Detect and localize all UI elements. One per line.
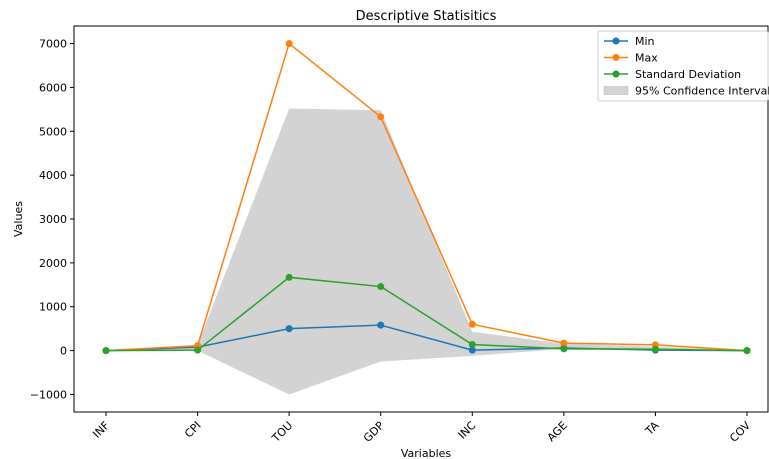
legend-label: Max [635,52,658,65]
data-point-standard-deviation [102,347,110,355]
data-point-min [285,325,293,333]
legend-entry-max: Max [604,52,658,65]
x-tick-label: GDP [361,419,387,445]
data-point-min [377,321,385,329]
legend-entry-standard-deviation: Standard Deviation [604,68,741,81]
data-point-standard-deviation [285,273,293,281]
data-point-standard-deviation [468,340,476,348]
confidence-band-layer [106,108,747,395]
data-point-max [377,113,385,121]
data-point-standard-deviation [743,347,751,355]
data-point-min [468,346,476,354]
series-line-max [105,42,748,352]
x-tick-label: TA [642,419,662,439]
y-axis-title: Values [12,201,25,237]
y-tick-label: 3000 [39,213,67,226]
y-tick-label: 6000 [39,81,67,94]
x-tick-label: INC [456,419,479,442]
data-point-max [560,339,568,347]
data-point-max [468,320,476,328]
y-tick-label: 7000 [39,38,67,51]
data-point-standard-deviation [377,283,385,291]
x-tick-label: COV [727,419,753,445]
x-axis-title: Variables [401,447,452,459]
data-point-max [285,40,293,48]
chart-title: Descriptive Statisitics [356,9,497,24]
data-point-standard-deviation [560,345,568,353]
x-tick-label: CPI [182,419,204,441]
series-line-standard-deviation [105,276,748,352]
y-tick-label: 4000 [39,169,67,182]
legend-swatch [603,86,629,95]
legend-frame [597,30,769,102]
x-axis: INF CPI TOU GDP INC AGE TA COV [90,412,753,445]
legend-entry-min: Min [604,35,655,48]
y-axis: −1000 0 1000 2000 3000 4000 5000 6000 7000 [30,38,74,401]
legend-entry-95-confidence-interval: 95% Confidence Interval [603,85,769,98]
legend-marker [612,54,620,61]
y-tick-label: −1000 [30,388,67,401]
legend-marker [612,70,620,78]
legend-marker [612,37,620,45]
legend: Min Max Standard Deviation 95% Confidence I… [597,30,769,102]
y-tick-label: 2000 [39,257,67,270]
x-tick-label: TOU [269,419,295,445]
y-tick-label: 5000 [39,125,67,138]
legend-label: Min [635,35,655,48]
data-point-standard-deviation [194,346,202,354]
series-standard-deviation [102,273,751,355]
y-tick-label: 0 [60,345,67,358]
y-tick-label: 1000 [39,301,67,314]
x-tick-label: AGE [545,419,570,444]
confidence-interval-band [106,108,747,395]
legend-label: 95% Confidence Interval [635,85,769,98]
legend-label: Standard Deviation [635,68,741,81]
data-point-standard-deviation [651,345,659,353]
series-layer [102,40,751,355]
x-tick-label: INF [90,419,112,441]
